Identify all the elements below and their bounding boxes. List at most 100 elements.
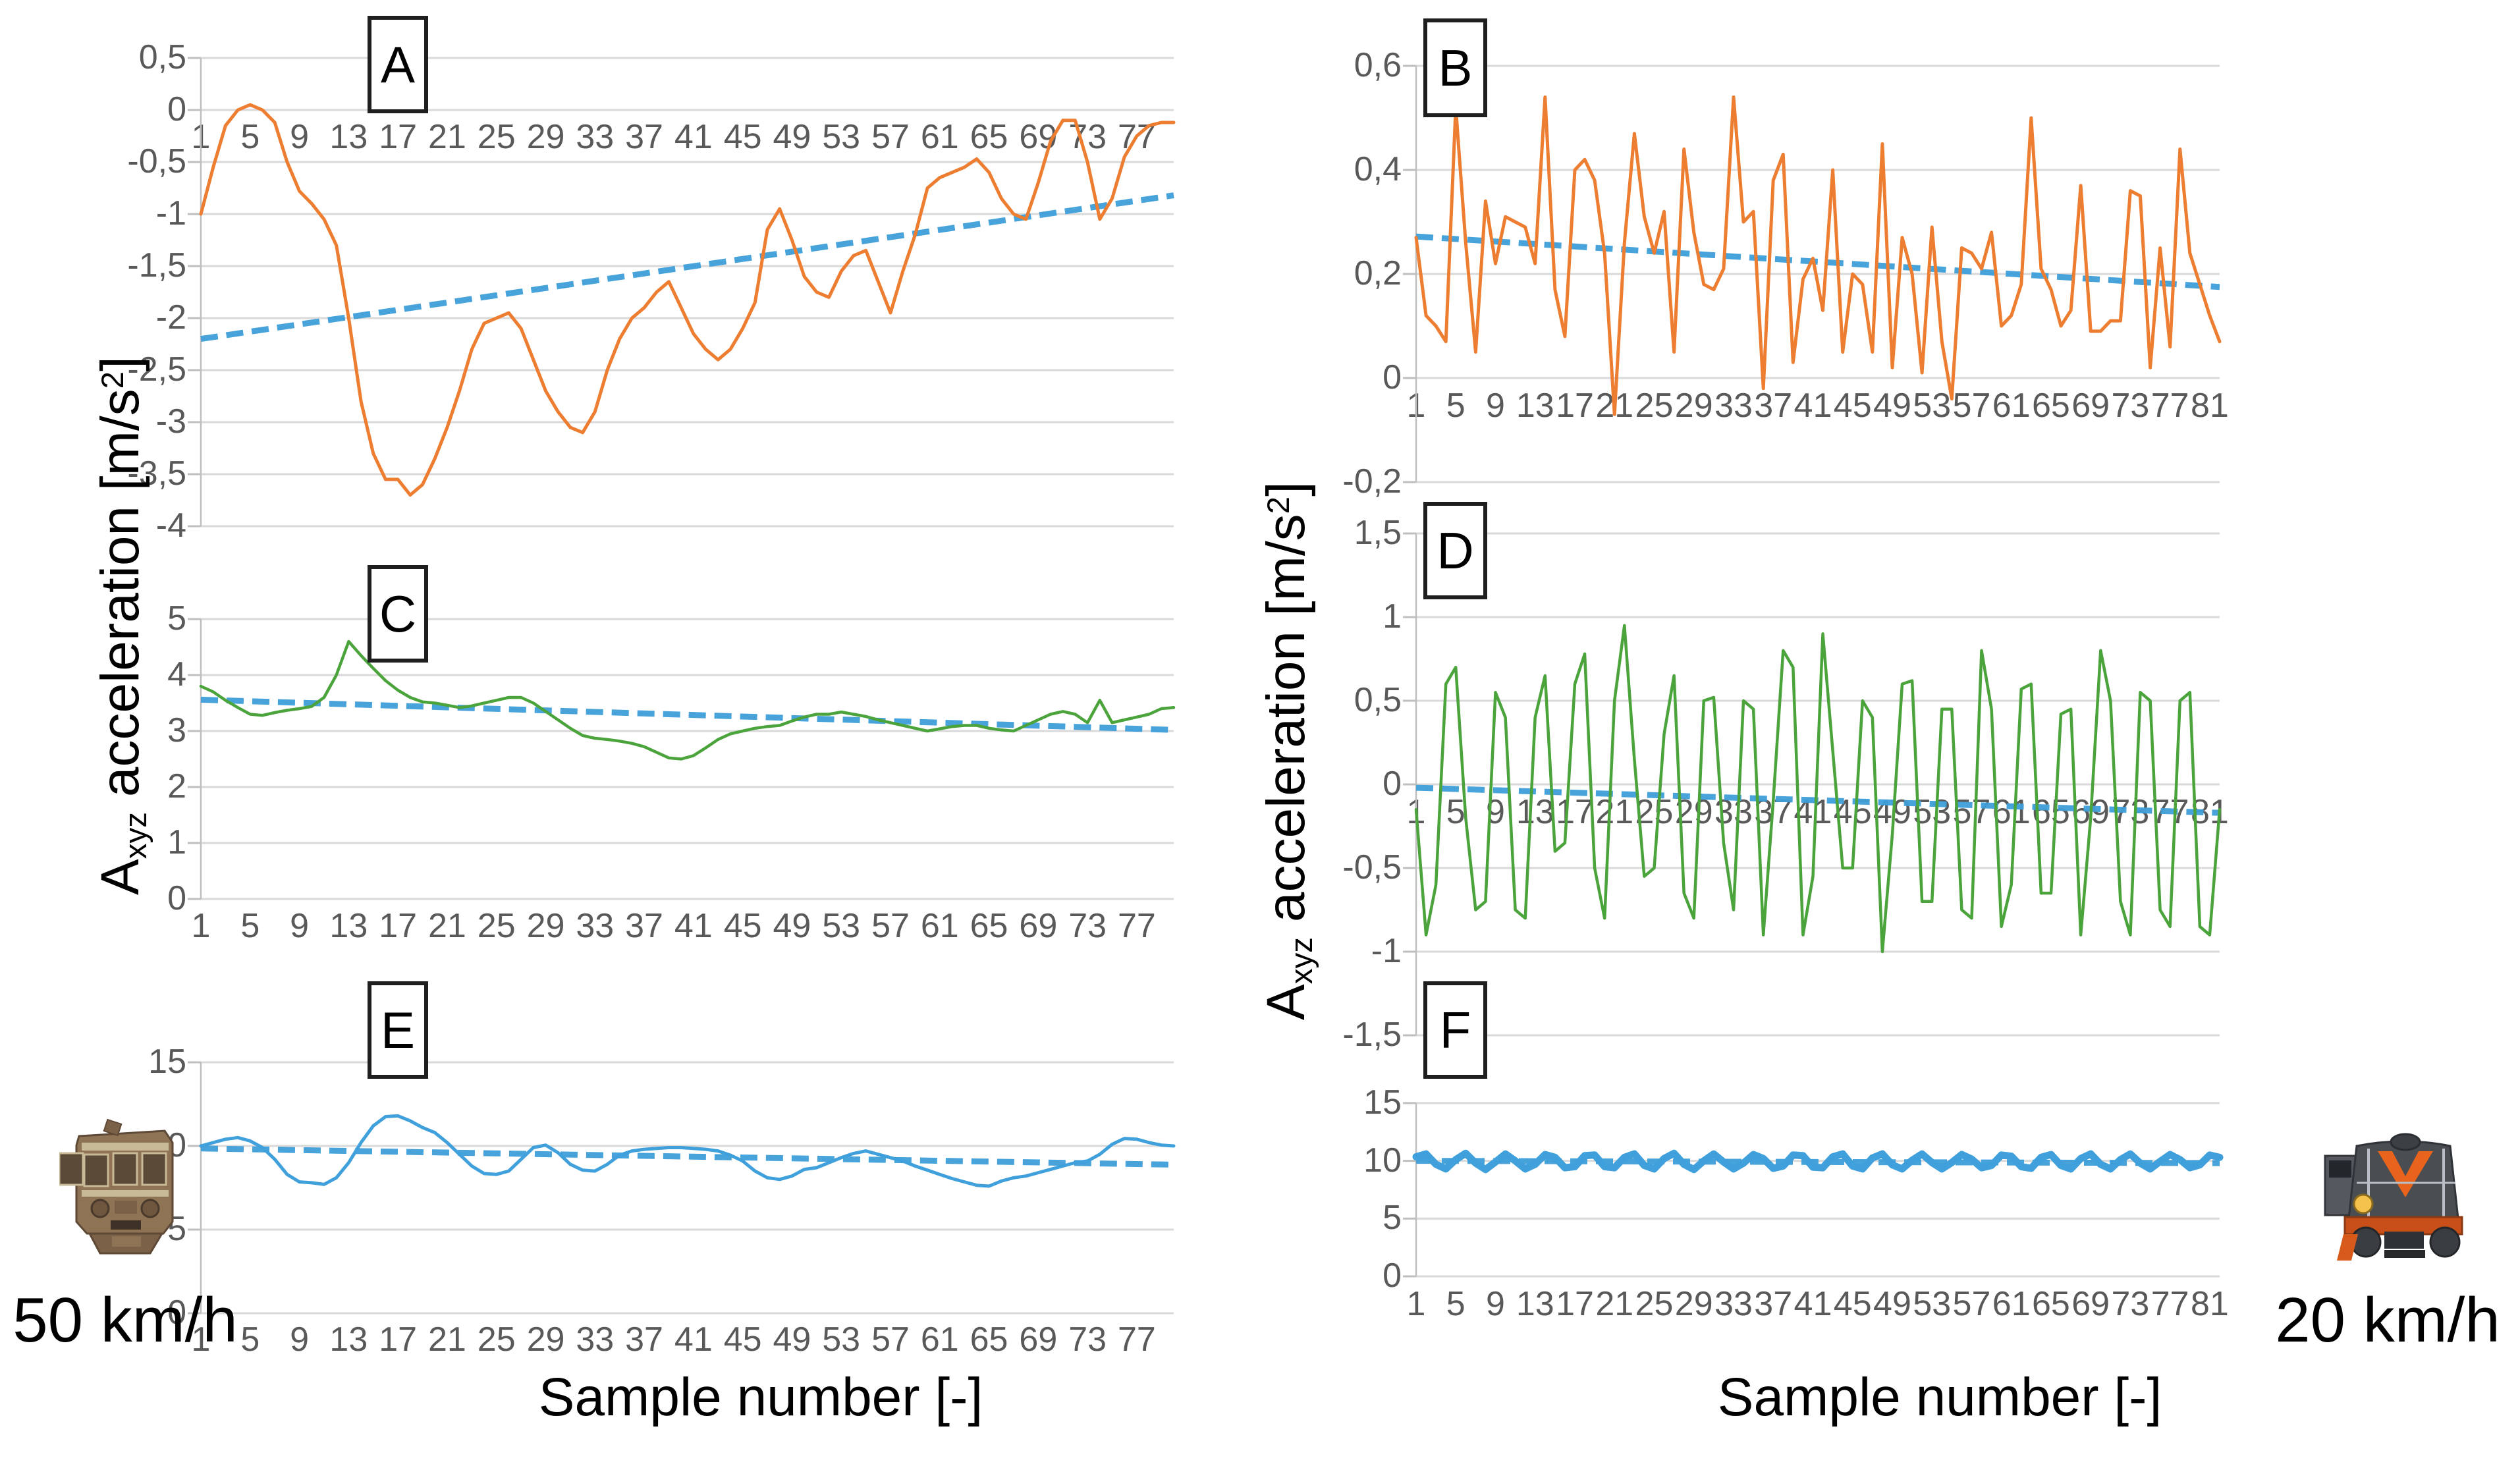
x-tick-label-F: 25 <box>1635 1285 1674 1323</box>
x-tick-label-D: 5 <box>1446 793 1465 831</box>
x-tick-label-E: 17 <box>379 1320 418 1359</box>
x-tick-label-C: 9 <box>290 907 310 945</box>
x-tick-label-B: 5 <box>1446 387 1465 425</box>
y-tick-label-A: -4 <box>155 506 186 545</box>
y-tick-label-B: 0,2 <box>1354 254 1402 292</box>
y-axis-title-left: Axyz acceleration [m/s2] <box>90 356 154 895</box>
x-tick-label-E: 33 <box>576 1320 615 1359</box>
x-tick-label-B: 33 <box>1714 387 1753 425</box>
x-tick-label-C: 17 <box>379 907 418 945</box>
y-tick-label-C: 1 <box>167 823 186 861</box>
x-tick-label-C: 1 <box>191 907 211 945</box>
y-tick-label-A: 0 <box>167 90 186 128</box>
x-tick-label-B: 41 <box>1794 387 1832 425</box>
y-tick-label-D: -1,5 <box>1342 1015 1402 1054</box>
y-axis-title-left-superscript: 2 <box>95 371 130 389</box>
x-tick-label-B: 69 <box>2071 387 2110 425</box>
trend-line-A <box>200 192 1174 342</box>
x-tick-label-F: 41 <box>1794 1285 1832 1323</box>
x-tick-label-F: 69 <box>2071 1285 2110 1323</box>
x-tick-label-B: 61 <box>1992 387 2031 425</box>
x-tick-label-B: 17 <box>1556 387 1594 425</box>
y-tick-label-D: 1 <box>1383 597 1402 636</box>
y-tick-label-B: 0 <box>1383 358 1402 396</box>
series-line-C <box>199 639 1176 761</box>
y-axis-title-left-subscript: xyz <box>119 811 154 859</box>
x-tick-label-B: 73 <box>2111 387 2150 425</box>
y-tick-label-A: -2 <box>155 298 186 337</box>
y-tick-label-B: 0,4 <box>1354 150 1402 188</box>
x-tick-label-C: 41 <box>674 907 713 945</box>
x-tick-label-E: 61 <box>920 1320 959 1359</box>
y-tick-label-C: 4 <box>167 655 186 693</box>
x-tick-label-E: 65 <box>970 1320 1008 1359</box>
x-tick-label-B: 53 <box>1913 387 1952 425</box>
x-tick-label-A: 69 <box>1019 118 1058 156</box>
x-tick-label-F: 17 <box>1556 1285 1594 1323</box>
y-axis-title-left-end: ] <box>90 356 150 371</box>
x-tick-label-A: 61 <box>920 118 959 156</box>
x-tick-label-F: 73 <box>2111 1285 2150 1323</box>
series-line-B <box>1414 95 2222 416</box>
chart-label-F: F <box>1423 981 1487 1079</box>
y-axis-title-right: Axyz acceleration [m/s2] <box>1255 481 1320 1020</box>
x-tick-label-F: 65 <box>2032 1285 2070 1323</box>
x-axis-title-right: Sample number [-] <box>1717 1367 2162 1427</box>
y-tick-label-A: -0,5 <box>127 142 186 180</box>
diesel-locomotive-image <box>2305 1120 2483 1271</box>
x-tick-label-A: 57 <box>871 118 910 156</box>
x-tick-label-B: 25 <box>1635 387 1674 425</box>
x-tick-label-E: 69 <box>1019 1320 1058 1359</box>
x-tick-label-C: 5 <box>240 907 260 945</box>
x-tick-label-F: 9 <box>1486 1285 1505 1323</box>
y-axis-title-right-end: ] <box>1255 481 1316 497</box>
x-tick-label-E: 45 <box>723 1320 762 1359</box>
series-line-F <box>1412 1149 2224 1174</box>
x-axis-title-left: Sample number [-] <box>538 1367 983 1427</box>
x-tick-label-A: 33 <box>576 118 615 156</box>
x-tick-label-F: 37 <box>1754 1285 1793 1323</box>
x-tick-label-F: 61 <box>1992 1285 2031 1323</box>
x-tick-label-A: 45 <box>723 118 762 156</box>
y-axis-title-right-mid: acceleration [m/s <box>1255 514 1316 937</box>
x-tick-label-D: 61 <box>1992 793 2031 831</box>
x-tick-label-F: 57 <box>1952 1285 1991 1323</box>
x-tick-label-C: 73 <box>1068 907 1107 945</box>
x-tick-label-A: 17 <box>379 118 418 156</box>
y-tick-label-D: 0 <box>1383 764 1402 803</box>
x-tick-label-F: 53 <box>1913 1285 1952 1323</box>
x-tick-label-C: 49 <box>773 907 811 945</box>
x-tick-label-A: 13 <box>329 118 368 156</box>
y-tick-label-D: -1 <box>1371 931 1402 970</box>
x-tick-label-C: 57 <box>871 907 910 945</box>
x-tick-label-A: 25 <box>477 118 516 156</box>
y-axis-title-right-superscript: 2 <box>1261 496 1296 514</box>
y-tick-label-F: 10 <box>1363 1141 1402 1180</box>
x-tick-label-C: 69 <box>1019 907 1058 945</box>
emu-train-icon <box>58 1118 174 1255</box>
x-tick-label-D: 17 <box>1556 793 1594 831</box>
x-tick-label-F: 49 <box>1873 1285 1911 1323</box>
y-tick-label-A: -2,5 <box>127 350 186 389</box>
x-tick-label-B: 65 <box>2032 387 2070 425</box>
x-tick-label-F: 45 <box>1833 1285 1872 1323</box>
x-tick-label-E: 5 <box>240 1320 260 1359</box>
y-tick-label-F: 0 <box>1383 1256 1402 1295</box>
x-tick-label-C: 25 <box>477 907 516 945</box>
x-tick-label-C: 77 <box>1117 907 1156 945</box>
x-tick-label-E: 29 <box>526 1320 565 1359</box>
series-line-D <box>1414 624 2222 954</box>
x-tick-label-C: 33 <box>576 907 615 945</box>
y-axis-title-left-prefix: A <box>90 859 150 895</box>
y-tick-label-C: 0 <box>167 879 186 917</box>
x-tick-label-E: 1 <box>191 1320 211 1359</box>
trend-line-C <box>200 696 1174 733</box>
x-tick-label-B: 77 <box>2150 387 2189 425</box>
x-tick-label-E: 9 <box>290 1320 310 1359</box>
x-tick-label-A: 53 <box>822 118 861 156</box>
x-tick-label-F: 81 <box>2191 1285 2229 1323</box>
x-tick-label-A: 65 <box>970 118 1008 156</box>
y-tick-label-D: 0,5 <box>1354 680 1402 719</box>
x-tick-label-E: 77 <box>1117 1320 1156 1359</box>
